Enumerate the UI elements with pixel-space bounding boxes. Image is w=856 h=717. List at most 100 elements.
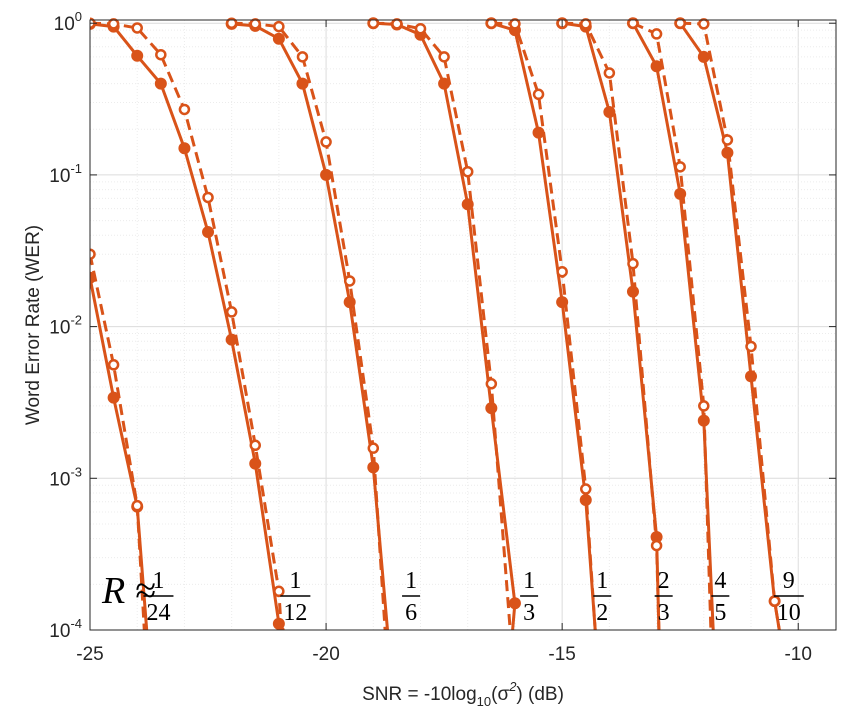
data-point-open	[273, 20, 285, 33]
data-point-filled	[626, 285, 639, 298]
data-point-open	[627, 17, 639, 29]
rate-numerator: 1	[289, 568, 301, 594]
data-point-filled	[579, 493, 592, 506]
rate-numerator: 9	[783, 568, 795, 594]
plot-area	[90, 20, 836, 630]
axes-box	[89, 19, 837, 631]
tick-marks	[89, 20, 836, 631]
rate-numerator: 2	[658, 568, 670, 594]
data-point-open	[556, 265, 568, 278]
solid-line	[90, 22, 285, 630]
data-point-open	[131, 499, 143, 512]
data-point-filled	[508, 597, 521, 610]
data-point-filled	[178, 142, 191, 155]
rate-label-2-3: 23	[654, 568, 673, 626]
data-point-open	[178, 103, 191, 116]
x-tick-label: -20	[312, 644, 339, 665]
series-16	[674, 17, 781, 630]
data-point-open	[225, 306, 238, 318]
data-point-filled	[154, 77, 167, 90]
data-point-filled	[603, 105, 616, 118]
rate-prefix-label: R ≈	[101, 570, 156, 612]
y-tick-label: 10-3	[49, 464, 82, 490]
data-point-filled	[532, 126, 545, 139]
data-point-open	[532, 88, 545, 101]
data-point-open	[320, 136, 332, 148]
solid-line	[90, 277, 149, 630]
data-point-open	[438, 51, 450, 63]
series-8	[367, 17, 512, 630]
data-point-open	[698, 18, 710, 30]
series-layer	[90, 17, 781, 630]
data-point-open	[698, 400, 710, 412]
data-point-open	[461, 165, 474, 178]
series-14	[627, 17, 713, 630]
data-point-open	[580, 18, 592, 30]
data-point-open	[485, 17, 498, 29]
rate-denominator: 24	[146, 600, 170, 626]
data-point-filled	[249, 457, 262, 470]
rate-denominator: 5	[714, 600, 726, 626]
rate-denominator: 6	[405, 600, 417, 626]
y-tick-label: 10-4	[49, 616, 82, 642]
rate-denominator: 2	[596, 600, 608, 626]
dashed-line	[90, 21, 283, 630]
x-axis-label: SNR = -10log10(σ2) (dB)	[362, 679, 564, 709]
series-10	[485, 17, 597, 630]
rate-label-1-12: 112	[280, 568, 311, 626]
rate-denominator: 3	[658, 600, 670, 626]
data-point-open	[225, 17, 238, 29]
data-point-open	[273, 585, 285, 598]
series-12	[556, 17, 663, 630]
data-point-open	[414, 22, 427, 35]
data-point-open	[90, 248, 96, 260]
series-2	[90, 248, 146, 630]
data-point-open	[367, 17, 380, 29]
data-point-filled	[296, 77, 309, 90]
data-point-open	[509, 18, 521, 30]
rate-numerator: 1	[152, 568, 164, 594]
rate-label-9-10: 910	[773, 568, 804, 626]
data-point-open	[296, 51, 309, 63]
data-point-open	[107, 359, 120, 371]
data-point-open	[721, 134, 734, 146]
series-4	[90, 17, 285, 630]
data-point-open	[249, 18, 262, 30]
data-point-open	[202, 191, 214, 204]
data-point-open	[650, 28, 663, 40]
data-point-open	[367, 442, 380, 454]
rate-label-1-2: 12	[593, 568, 612, 626]
data-point-filled	[202, 226, 215, 239]
data-point-filled	[438, 77, 451, 90]
rate-numerator: 1	[523, 568, 535, 594]
rate-label-1-24: 124	[143, 568, 174, 626]
data-point-open	[485, 378, 498, 390]
data-point-open	[131, 22, 143, 34]
tick-labels: -25 -20 -15 -10 100 10-1 10-2 10-3 10-4	[49, 9, 812, 665]
data-point-filled	[131, 49, 144, 62]
x-tick-label: -15	[548, 644, 575, 665]
data-point-filled	[107, 391, 120, 404]
data-point-open	[674, 17, 686, 29]
data-point-filled	[272, 32, 285, 45]
data-point-open	[745, 340, 757, 353]
data-point-open	[603, 67, 616, 79]
data-point-open	[249, 439, 262, 452]
rate-label-1-3: 13	[520, 568, 539, 626]
rate-numerator: 1	[405, 568, 417, 594]
rate-denominator: 10	[777, 600, 801, 626]
x-tick-label: -10	[784, 644, 811, 665]
y-tick-label: 100	[54, 9, 82, 35]
data-point-open	[650, 539, 663, 552]
y-tick-label: 10-1	[49, 161, 82, 187]
data-point-open	[391, 18, 403, 30]
rate-numerator: 1	[596, 568, 608, 594]
data-point-filled	[320, 168, 333, 181]
y-axis-label: Word Error Rate (WER)	[23, 225, 44, 425]
data-point-filled	[485, 402, 498, 415]
data-point-open	[107, 18, 120, 30]
data-point-filled	[697, 50, 710, 63]
data-point-open	[155, 48, 167, 61]
